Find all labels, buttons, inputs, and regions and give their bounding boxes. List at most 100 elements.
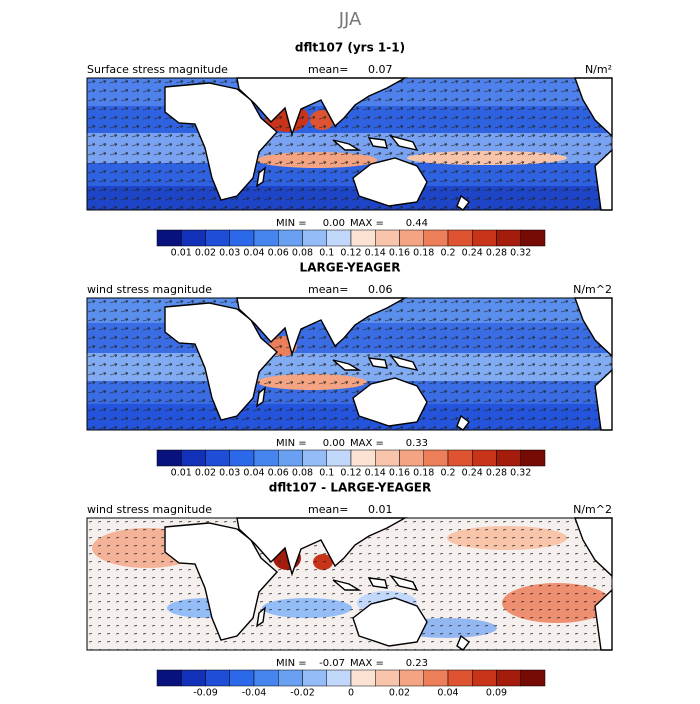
colorbar-box xyxy=(472,669,497,687)
min-value: -0.07 xyxy=(319,658,345,669)
colorbar-box xyxy=(205,669,230,687)
colorbar-label: 0.2 xyxy=(440,248,455,259)
colorbar-label: 0.18 xyxy=(413,248,434,259)
colorbar-label: 0.14 xyxy=(365,248,386,259)
max-label: MAX = xyxy=(350,438,384,449)
colorbar-label: 0.16 xyxy=(389,468,410,479)
colorbar-label: -0.09 xyxy=(193,688,218,699)
colorbar-label: 0.08 xyxy=(292,468,313,479)
colorbar-box xyxy=(253,449,279,467)
colorbar-box xyxy=(399,449,424,467)
max-value: 0.23 xyxy=(406,658,428,669)
max-value: 0.44 xyxy=(406,218,428,229)
colorbar-box xyxy=(447,449,473,467)
colorbar-box xyxy=(156,669,182,687)
colorbar-label: 0.04 xyxy=(243,248,264,259)
colorbar-label: -0.02 xyxy=(290,688,315,699)
colorbar-box xyxy=(326,449,352,467)
colorbar-box xyxy=(181,669,206,687)
colorbar-label: 0.06 xyxy=(268,248,289,259)
mean-label: mean= xyxy=(308,503,348,516)
max-label: MAX = xyxy=(350,218,384,229)
colorbar-box xyxy=(156,449,182,467)
min-label: MIN = xyxy=(276,658,307,669)
colorbar-box xyxy=(520,449,546,467)
colorbar-label: 0.08 xyxy=(292,248,313,259)
colorbar-box xyxy=(423,229,449,247)
colorbar-box xyxy=(181,229,206,247)
map-panel xyxy=(86,297,613,431)
map-panel xyxy=(86,517,613,651)
colorbar-box xyxy=(520,669,546,687)
colorbar-label: 0.1 xyxy=(319,468,334,479)
colorbar-box xyxy=(350,229,376,247)
colorbar-label: 0.04 xyxy=(437,688,458,699)
min-label: MIN = xyxy=(276,438,307,449)
panel-title: LARGE-YEAGER xyxy=(300,261,401,275)
colorbar-box xyxy=(520,229,546,247)
mean-label: mean= xyxy=(308,63,348,76)
colorbar-box xyxy=(375,449,400,467)
colorbar-label: -0.04 xyxy=(242,688,267,699)
colorbar-box xyxy=(302,229,327,247)
colorbar-box xyxy=(399,669,424,687)
units: N/m² xyxy=(585,63,612,76)
colorbar-box xyxy=(278,229,303,247)
colorbar-label: 0.02 xyxy=(195,248,216,259)
colorbar-label: 0.03 xyxy=(219,468,240,479)
colorbar-label: 0.28 xyxy=(486,248,507,259)
mean-value: 0.01 xyxy=(368,503,393,516)
colorbar-box xyxy=(472,449,497,467)
colorbar-box xyxy=(253,669,279,687)
mean-value: 0.07 xyxy=(368,63,393,76)
colorbar-label: 0 xyxy=(348,688,354,699)
colorbar-label: 0.32 xyxy=(510,468,531,479)
colorbar-box xyxy=(423,669,449,687)
colorbar-label: 0.28 xyxy=(486,468,507,479)
field-label: wind stress magnitude xyxy=(87,283,212,296)
colorbar-box xyxy=(229,229,255,247)
colorbar-label: 0.01 xyxy=(171,248,192,259)
colorbar-label: 0.18 xyxy=(413,468,434,479)
colorbar-box xyxy=(156,229,182,247)
colorbar-label: 0.32 xyxy=(510,248,531,259)
colorbar-box xyxy=(447,669,473,687)
colorbar-label: 0.04 xyxy=(243,468,264,479)
colorbar-label: 0.24 xyxy=(462,248,483,259)
panel-title: dflt107 - LARGE-YEAGER xyxy=(269,481,432,495)
colorbar-box xyxy=(302,449,327,467)
colorbar-label: 0.12 xyxy=(340,468,361,479)
colorbar-box xyxy=(496,669,521,687)
panel-title: dflt107 (yrs 1-1) xyxy=(295,41,405,55)
colorbar-box xyxy=(205,449,230,467)
colorbar-label: 0.02 xyxy=(389,688,410,699)
colorbar-box xyxy=(278,449,303,467)
field-label: Surface stress magnitude xyxy=(87,63,228,76)
colorbar-box xyxy=(326,669,352,687)
colorbar-label: 0.09 xyxy=(486,688,507,699)
min-value: 0.00 xyxy=(323,438,345,449)
colorbar-box xyxy=(447,229,473,247)
colorbar-box xyxy=(326,229,352,247)
max-label: MAX = xyxy=(350,658,384,669)
colorbar-label: 0.24 xyxy=(462,468,483,479)
colorbar-label: 0.02 xyxy=(195,468,216,479)
units: N/m^2 xyxy=(573,283,612,296)
colorbar-box xyxy=(375,229,400,247)
units: N/m^2 xyxy=(573,503,612,516)
colorbar-box xyxy=(181,449,206,467)
colorbar-box xyxy=(229,449,255,467)
colorbar-box xyxy=(399,229,424,247)
min-label: MIN = xyxy=(276,218,307,229)
colorbar-label: 0.16 xyxy=(389,248,410,259)
max-value: 0.33 xyxy=(406,438,428,449)
colorbar-label: 0.06 xyxy=(268,468,289,479)
colorbar-label: 0.1 xyxy=(319,248,334,259)
colorbar-label: 0.12 xyxy=(340,248,361,259)
colorbar-box xyxy=(472,229,497,247)
colorbar-label: 0.01 xyxy=(171,468,192,479)
mean-value: 0.06 xyxy=(368,283,393,296)
field-label: wind stress magnitude xyxy=(87,503,212,516)
colorbar-box xyxy=(229,669,255,687)
